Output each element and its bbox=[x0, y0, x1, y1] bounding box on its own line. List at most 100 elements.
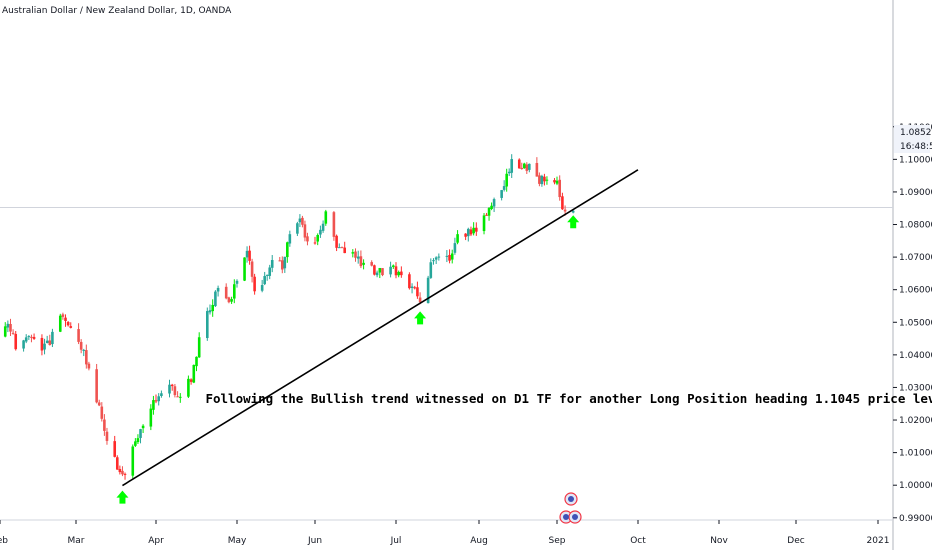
candle bbox=[464, 233, 467, 241]
candle-body bbox=[502, 186, 506, 190]
candle-body bbox=[296, 223, 299, 234]
candle bbox=[535, 157, 539, 177]
candle bbox=[224, 283, 228, 300]
candle bbox=[24, 334, 28, 344]
candle bbox=[187, 375, 190, 399]
candle bbox=[195, 356, 198, 372]
candle bbox=[319, 225, 322, 238]
candle-body bbox=[561, 196, 564, 210]
candle-body bbox=[456, 234, 459, 243]
candle bbox=[332, 211, 336, 241]
candle bbox=[197, 332, 201, 358]
candle-body bbox=[373, 265, 376, 275]
candle-body bbox=[6, 323, 10, 328]
candle-body bbox=[141, 425, 145, 429]
event-flag-icon bbox=[568, 496, 574, 502]
candle-body bbox=[51, 331, 54, 345]
candle-body bbox=[97, 402, 101, 406]
y-tick-label: 1.04000 bbox=[899, 351, 932, 361]
event-badges[interactable] bbox=[559, 492, 582, 524]
candle-body bbox=[245, 250, 249, 258]
candle bbox=[11, 329, 15, 335]
candle bbox=[437, 253, 441, 261]
candle-body bbox=[543, 176, 546, 182]
candle-body bbox=[227, 297, 231, 303]
candle bbox=[510, 154, 514, 178]
candle bbox=[321, 220, 325, 233]
candle bbox=[268, 264, 272, 280]
candle-body bbox=[475, 227, 478, 232]
candle bbox=[227, 296, 231, 304]
candle-body bbox=[149, 408, 153, 427]
candle-body bbox=[413, 287, 417, 289]
y-tick-label: 1.07000 bbox=[899, 253, 932, 263]
candle-body bbox=[429, 262, 433, 278]
candle bbox=[413, 285, 417, 290]
candle bbox=[362, 259, 365, 270]
candle bbox=[354, 248, 357, 262]
candle bbox=[77, 323, 80, 345]
candle bbox=[316, 233, 319, 246]
candle-body bbox=[40, 337, 44, 351]
candle-body bbox=[517, 159, 521, 169]
candle-body bbox=[313, 242, 317, 244]
candle-body bbox=[79, 341, 83, 350]
candle bbox=[58, 313, 62, 333]
candle bbox=[270, 255, 274, 273]
event-flag-icon bbox=[563, 514, 569, 520]
candle bbox=[3, 322, 7, 338]
candle-body bbox=[332, 212, 336, 237]
candle-body bbox=[100, 406, 104, 419]
candle bbox=[243, 257, 246, 282]
candle-body bbox=[61, 314, 65, 317]
candle-body bbox=[32, 336, 36, 339]
trend-annotation[interactable]: Following the Bullish trend witnessed on… bbox=[205, 391, 932, 406]
candle bbox=[558, 175, 561, 201]
candle-body bbox=[522, 163, 526, 169]
candle-body bbox=[58, 315, 62, 332]
candle bbox=[432, 258, 435, 265]
up-arrow-icon bbox=[414, 311, 427, 325]
candle-body bbox=[510, 159, 514, 173]
candle bbox=[87, 361, 91, 371]
y-tick-label: 1.09000 bbox=[899, 188, 932, 198]
trend-layer[interactable] bbox=[122, 169, 639, 487]
candle bbox=[280, 256, 284, 274]
time-axis[interactable]: Feb Mar Apr May Jun Jul Aug Sep Oct Nov Dec 2021 bbox=[0, 520, 889, 546]
candle-body bbox=[131, 446, 135, 476]
candle bbox=[245, 246, 249, 263]
candle bbox=[472, 222, 475, 236]
candle-body bbox=[555, 180, 559, 184]
y-tick-label: 1.10000 bbox=[899, 155, 932, 165]
countdown-label: 16:48:50 bbox=[900, 142, 932, 152]
candle-body bbox=[270, 260, 274, 268]
candle bbox=[113, 435, 117, 458]
candle bbox=[475, 222, 478, 236]
trendline[interactable] bbox=[122, 169, 639, 487]
y-tick-label: 1.01000 bbox=[899, 449, 932, 459]
candle bbox=[230, 296, 233, 304]
candle-body bbox=[283, 256, 287, 269]
candle-body bbox=[87, 363, 91, 369]
candle bbox=[410, 283, 414, 294]
candle bbox=[517, 158, 521, 169]
candle bbox=[571, 210, 575, 214]
candle bbox=[545, 176, 549, 185]
candle-body bbox=[540, 175, 544, 185]
candle-body bbox=[492, 199, 496, 207]
candle-body bbox=[381, 268, 384, 276]
candle-body bbox=[448, 254, 451, 261]
candle-body bbox=[113, 441, 117, 457]
candle bbox=[324, 209, 328, 226]
candle bbox=[343, 241, 346, 254]
candle-body bbox=[105, 431, 109, 441]
candle bbox=[40, 334, 44, 356]
candle bbox=[79, 339, 83, 354]
candle bbox=[389, 261, 392, 278]
candle-body bbox=[189, 379, 193, 382]
candle-body bbox=[216, 287, 220, 292]
candle-body bbox=[351, 252, 355, 254]
candle-body bbox=[392, 265, 395, 267]
